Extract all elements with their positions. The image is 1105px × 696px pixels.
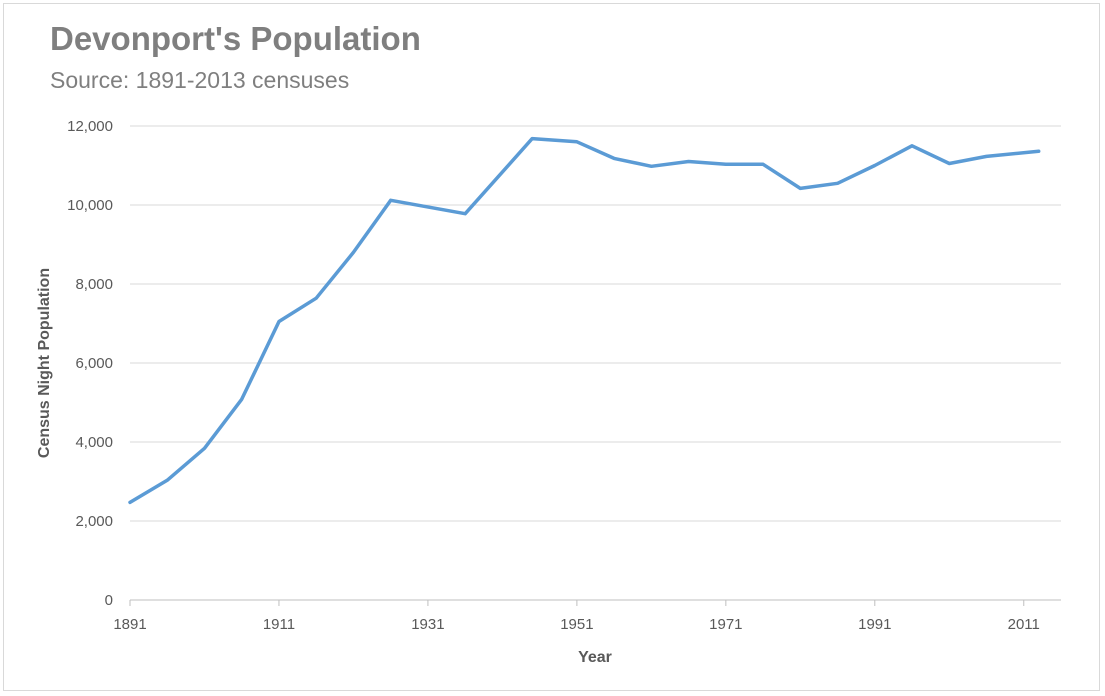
y-tick-label: 8,000	[75, 276, 113, 293]
y-tick-label: 6,000	[75, 355, 113, 372]
series-group	[128, 136, 1041, 505]
data-point	[613, 157, 616, 160]
data-point	[650, 165, 653, 168]
data-point	[985, 155, 988, 158]
x-tick-label: 1891	[113, 616, 146, 633]
x-tick-label: 1991	[858, 616, 891, 633]
y-tick-label: 2,000	[75, 513, 113, 530]
data-point	[799, 187, 802, 190]
data-point	[389, 199, 392, 202]
data-point	[1037, 150, 1040, 153]
data-point	[948, 162, 951, 165]
data-point	[687, 160, 690, 163]
data-point	[873, 164, 876, 167]
data-point	[575, 140, 578, 143]
data-point	[911, 144, 914, 147]
y-tick-labels: 0 2,000 4,000 6,000 8,000 10,000 12,000	[67, 118, 113, 609]
chart-frame	[3, 3, 1100, 691]
data-point	[166, 479, 169, 482]
x-axis-label: Year	[578, 649, 612, 666]
data-point	[836, 182, 839, 185]
x-tick-label: 2011	[1008, 616, 1040, 633]
data-point	[240, 398, 243, 401]
x-tick-label: 1911	[263, 616, 295, 633]
x-tick-label: 1931	[411, 616, 444, 633]
data-point	[724, 163, 727, 166]
y-tick-label: 10,000	[67, 197, 113, 214]
data-point	[315, 297, 318, 300]
y-tick-label: 0	[105, 592, 113, 609]
x-tick-labels: 1891 1911 1931 1951 1971 1991 2011	[113, 616, 1040, 633]
axes	[129, 599, 1061, 606]
data-point	[129, 501, 132, 504]
chart-subtitle: Source: 1891-2013 censuses	[50, 67, 350, 93]
data-point	[531, 137, 534, 140]
y-axis-label: Census Night Population	[36, 268, 53, 458]
x-tick-label: 1951	[560, 616, 593, 633]
chart-title: Devonport's Population	[50, 20, 421, 57]
data-point	[352, 251, 355, 254]
data-point	[203, 447, 206, 450]
x-tick-label: 1971	[709, 616, 742, 633]
y-tick-label: 12,000	[67, 118, 113, 135]
y-tick-label: 4,000	[75, 434, 113, 451]
data-point	[277, 320, 280, 323]
data-point	[762, 163, 765, 166]
gridlines	[130, 125, 1061, 522]
series-line	[128, 136, 1041, 505]
data-point	[464, 212, 467, 215]
